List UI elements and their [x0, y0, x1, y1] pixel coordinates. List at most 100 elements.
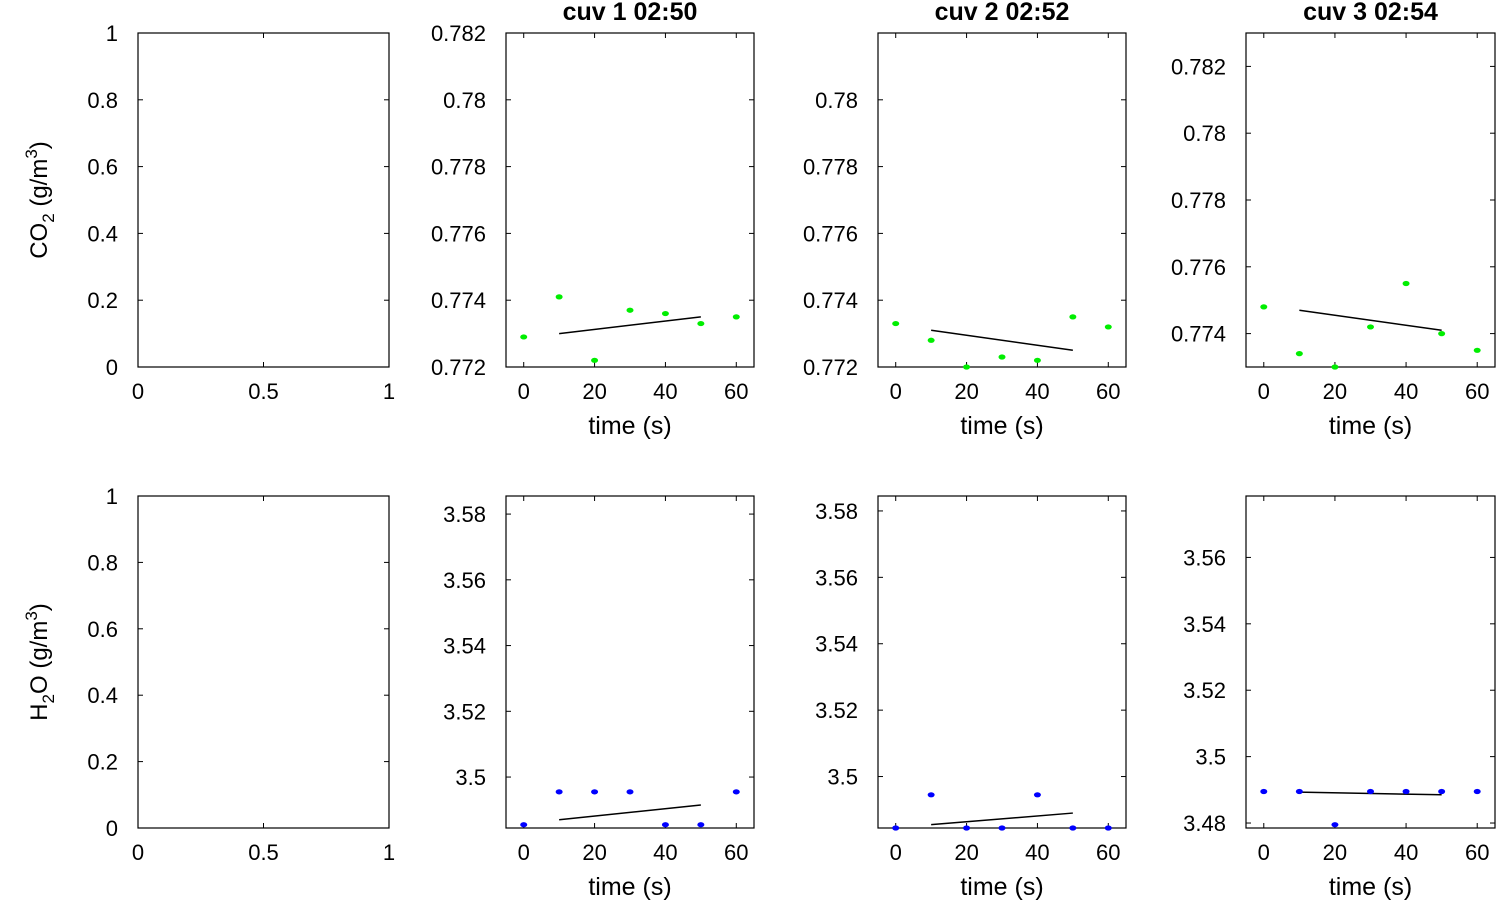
y-tick-label: 0.776	[1171, 255, 1226, 280]
co2-ylabel-close: )	[26, 141, 53, 149]
data-point	[1402, 280, 1410, 287]
y-tick-label: 1	[106, 21, 118, 46]
data-point	[697, 822, 705, 828]
co2-ylabel-subscript: 2	[39, 213, 58, 222]
panel-2: 0 20 40 60 0.772 0.774 0.776 0.778 0.78 0.782 time…	[431, 0, 755, 440]
y-tick-label: 0.78	[1183, 121, 1226, 146]
y-tick-label: 0.6	[87, 617, 118, 642]
data-point	[732, 789, 740, 795]
x-tick-label: 60	[1465, 840, 1489, 865]
x-tick-label: 1	[383, 379, 395, 404]
axes-box	[1245, 495, 1496, 829]
x-tick-label: 60	[724, 379, 748, 404]
y-tick-label: 3.54	[815, 632, 858, 657]
data-point	[732, 314, 740, 320]
y-tick-label: 0.782	[1171, 54, 1226, 79]
x-axis-label: time (s)	[1329, 873, 1412, 900]
h2o-ylabel: H2O (g/m3)	[22, 603, 58, 721]
x-axis-label: time (s)	[588, 412, 671, 440]
data-point	[1069, 314, 1077, 320]
y-tick-label: 0	[106, 816, 118, 841]
y-tick-label: 1	[106, 484, 118, 509]
y-tick-label: 3.58	[443, 502, 486, 527]
x-tick-label: 0	[518, 840, 530, 865]
x-axis-label: time (s)	[960, 873, 1043, 900]
data-point	[1438, 331, 1446, 337]
x-axis-label: time (s)	[588, 873, 671, 900]
x-tick-label: 1	[383, 840, 395, 865]
data-point	[963, 825, 971, 831]
data-point	[697, 320, 705, 327]
h2o-ylabel-main: H	[26, 703, 53, 720]
data-point	[1104, 825, 1112, 831]
x-tick-label: 0	[132, 379, 144, 404]
x-tick-label: 60	[1465, 379, 1489, 404]
y-tick-label: 0.8	[87, 550, 118, 575]
data-point	[963, 364, 971, 370]
data-point	[661, 310, 669, 317]
data-point	[1438, 788, 1446, 795]
panel-5: 0 0.5 1 0 0.2 0.4 0.6 0.8 1	[87, 484, 395, 865]
y-tick-label: 0.778	[431, 155, 486, 180]
data-point	[555, 789, 563, 795]
x-tick-label: 20	[1323, 840, 1347, 865]
x-tick-label: 20	[954, 840, 978, 865]
x-tick-label: 40	[1394, 840, 1418, 865]
axes-box	[137, 495, 390, 829]
y-tick-label: 0.8	[87, 88, 118, 113]
x-tick-label: 40	[653, 840, 677, 865]
x-tick-label: 60	[1096, 379, 1120, 404]
co2-ylabel-superscript: 3	[22, 149, 41, 158]
data-point	[1069, 825, 1077, 831]
axes-box	[1245, 32, 1496, 368]
data-point	[892, 320, 900, 327]
y-tick-label: 0.2	[87, 750, 118, 775]
h2o-ylabel-unit: O (g/m	[26, 621, 53, 694]
fit-line	[931, 329, 1073, 352]
x-tick-label: 20	[582, 379, 606, 404]
x-tick-label: 40	[1394, 379, 1418, 404]
x-tick-label: 40	[1025, 840, 1049, 865]
y-tick-label: 0.778	[803, 155, 858, 180]
h2o-ylabel-superscript: 3	[22, 611, 41, 620]
y-tick-label: 0.774	[803, 288, 858, 313]
data-point	[1033, 357, 1041, 363]
data-point	[927, 792, 935, 798]
x-tick-label: 60	[724, 840, 748, 865]
fit-line	[559, 804, 701, 821]
y-tick-label: 3.52	[815, 698, 858, 723]
co2-ylabel-unit: (g/m	[26, 159, 53, 214]
axes-box	[877, 32, 1127, 368]
panel-1: 0 0.5 1 0 0.2 0.4 0.6 0.8 1	[87, 21, 395, 404]
y-tick-label: 0.78	[815, 88, 858, 113]
y-tick-label: 3.5	[1195, 745, 1226, 770]
axes-box	[505, 32, 755, 368]
panel-3: 0 20 40 60 0.772 0.774 0.776 0.778 0.78 time (s) c…	[803, 0, 1127, 440]
y-tick-label: 3.48	[1183, 811, 1226, 836]
panel-title: cuv 2 02:52	[935, 0, 1070, 26]
data-point	[1331, 364, 1339, 370]
fit-line	[559, 316, 701, 335]
data-point	[520, 822, 528, 828]
x-tick-label: 0	[518, 379, 530, 404]
co2-ylabel: CO2 (g/m3)	[22, 141, 58, 259]
data-point	[591, 789, 599, 795]
data-point	[1473, 788, 1481, 795]
data-point	[1402, 788, 1410, 795]
data-point	[1260, 304, 1268, 310]
axes-box	[505, 495, 755, 829]
x-tick-label: 0	[1258, 840, 1270, 865]
data-point	[1331, 822, 1339, 828]
y-tick-label: 0.774	[1171, 322, 1226, 347]
panels: 0 0.5 1 0 0.2 0.4 0.6 0.8 1 0 20 40 60 0.772 0.774 0.77…	[87, 0, 1496, 900]
panel-8: 0 20 40 60 3.48 3.5 3.52 3.54 3.56 time (s)	[1183, 495, 1496, 900]
y-tick-label: 0.4	[87, 221, 118, 246]
data-point	[1367, 324, 1374, 330]
x-tick-label: 0	[132, 840, 144, 865]
data-point	[1367, 788, 1374, 795]
axes-box	[877, 495, 1127, 829]
y-tick-label: 3.56	[815, 565, 858, 590]
data-point	[1104, 324, 1112, 330]
y-tick-label: 3.5	[827, 765, 858, 790]
